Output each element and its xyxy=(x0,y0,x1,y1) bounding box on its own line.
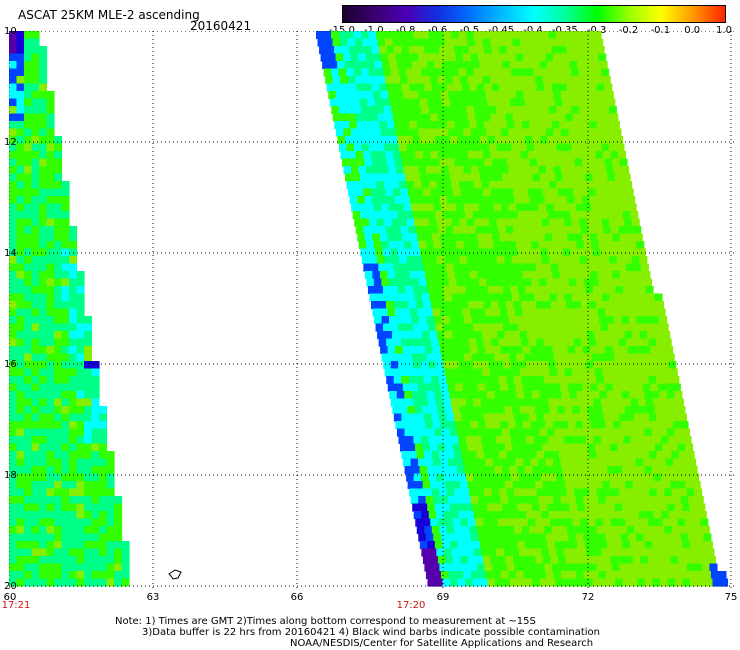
lon-label-63: 63 xyxy=(146,592,160,603)
lon-label-69: 69 xyxy=(436,592,450,603)
lat-label-12: 12 xyxy=(4,137,17,148)
chart-title: ASCAT 25KM MLE-2 ascending xyxy=(18,8,200,22)
colorbar-tick-label: -0.35 xyxy=(551,25,578,36)
lon-label-66: 66 xyxy=(290,592,304,603)
colorbar xyxy=(342,5,726,23)
footer-note-1: Note: 1) Times are GMT 2)Times along bot… xyxy=(115,616,536,627)
lon-label-72: 72 xyxy=(581,592,595,603)
footer-credit: NOAA/NESDIS/Center for Satellite Applica… xyxy=(290,638,594,649)
footer-note-2: 3)Data buffer is 22 hrs from 20160421 4)… xyxy=(142,627,600,638)
colorbar-tick-label: -0.2 xyxy=(618,25,639,36)
lat-label-18: 18 xyxy=(4,470,17,481)
lat-label-10: 10 xyxy=(4,26,17,37)
colorbar-tick-label: -0.3 xyxy=(586,25,607,36)
time-label-left: 17:21 xyxy=(1,600,31,611)
time-label-right: 17:20 xyxy=(396,600,426,611)
lat-label-14: 14 xyxy=(4,248,17,259)
colorbar-tick-label: 1.0 xyxy=(716,25,732,36)
colorbar-tick-label: 0.0 xyxy=(684,25,701,36)
lat-label-20: 20 xyxy=(4,581,17,592)
map-grid xyxy=(9,31,734,591)
lon-label-60: 60 xyxy=(3,592,17,603)
swath-cells xyxy=(9,31,729,587)
colorbar-tick-label: -0.1 xyxy=(650,25,671,36)
swath-map xyxy=(9,31,734,591)
lat-label-16: 16 xyxy=(4,359,17,370)
island-outline xyxy=(168,569,182,580)
chart-date: 20160421 xyxy=(190,19,252,33)
lon-label-75: 75 xyxy=(724,592,738,603)
